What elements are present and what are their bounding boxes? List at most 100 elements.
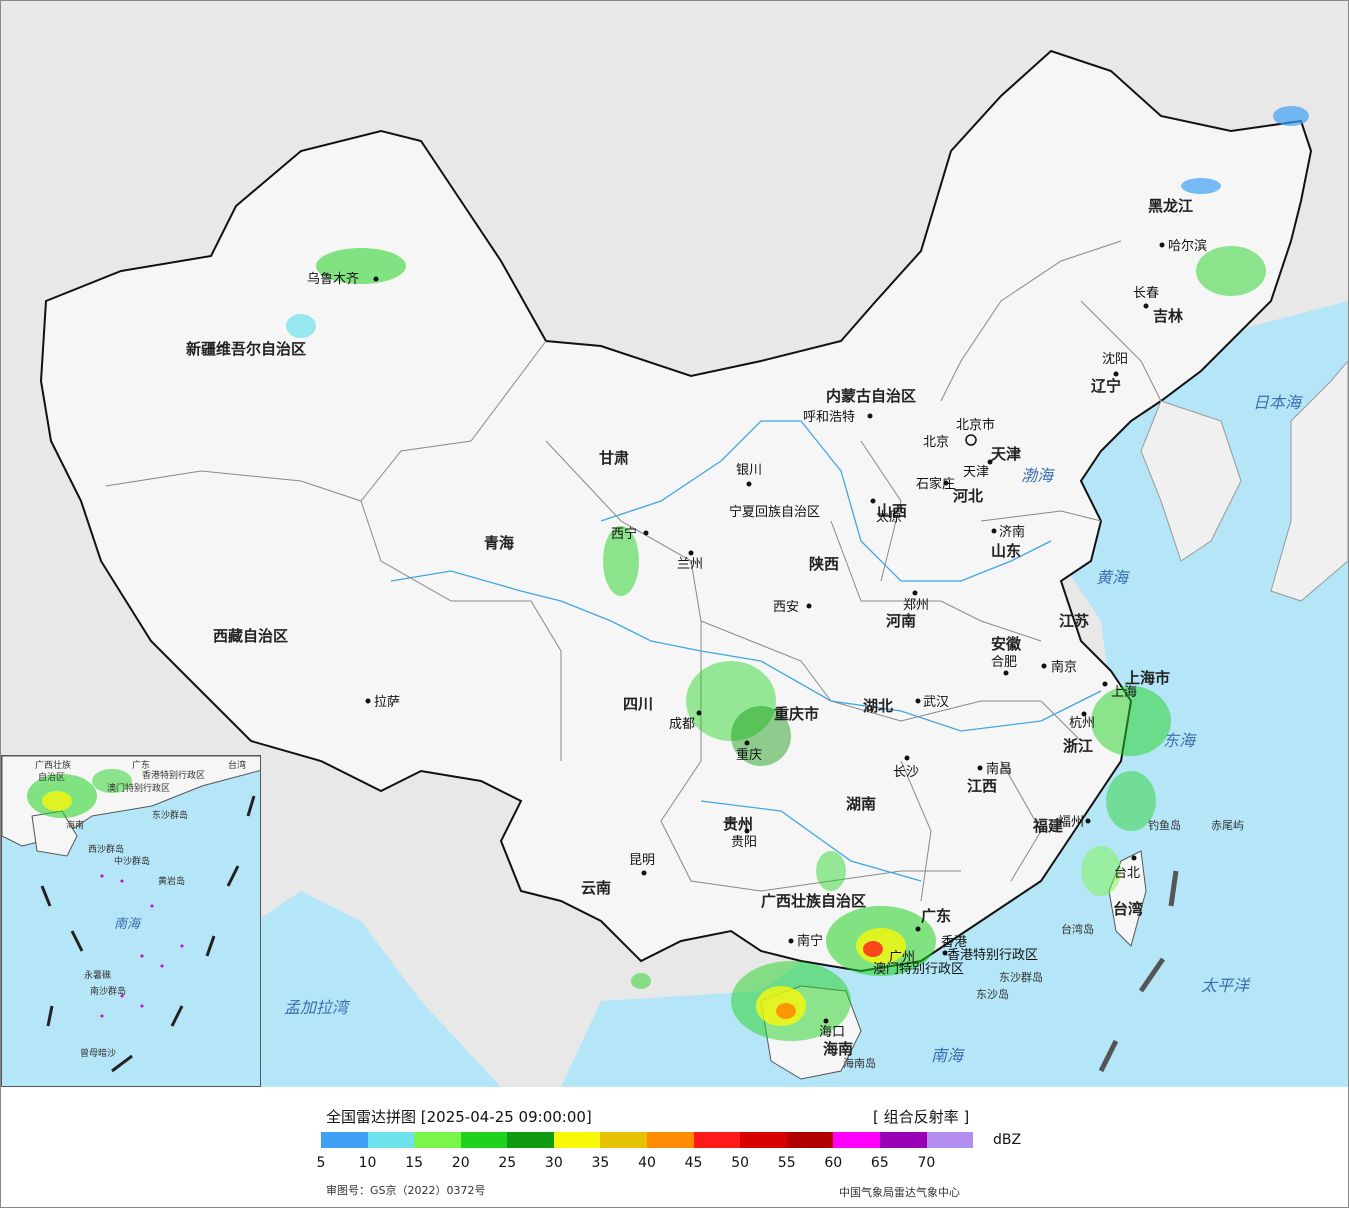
radar-map[interactable]: 新疆维吾尔自治区 西藏自治区 青海 甘肃 内蒙古自治区 黑龙江 吉林 辽宁 河北… (1, 1, 1348, 1087)
label-hongkong-sar: 香港特别行政区 (947, 948, 1038, 963)
label-jiangsu: 江苏 (1059, 612, 1089, 630)
label-xizang: 西藏自治区 (213, 627, 288, 645)
map-title: 全国雷达拼图 [2025-04-25 09:00:00] (326, 1108, 592, 1126)
scale-segment (740, 1132, 787, 1148)
city-zhengzhou: 郑州 (903, 598, 929, 613)
label-qinghai: 青海 (484, 534, 514, 552)
label-xinjiang: 新疆维吾尔自治区 (186, 340, 306, 358)
sea-labels: 日本海 渤海 黄海 东海 太平洋 南海 孟加拉湾 (284, 393, 1303, 1065)
inset-label-zizhiqu: 自治区 (38, 771, 65, 783)
city-lanzhou: 兰州 (677, 557, 703, 572)
island-chiwei: 赤尾屿 (1211, 819, 1244, 832)
city-urumqi: 乌鲁木齐 (307, 271, 359, 287)
inset-label-hongkong: 香港特别行政区 (142, 769, 205, 781)
approval-number: 审图号：GS京（2022）0372号 (326, 1184, 486, 1197)
scale-tick-label: 15 (405, 1155, 424, 1171)
scale-tick-label: 55 (777, 1155, 796, 1171)
china-map-svg: 新疆维吾尔自治区 西藏自治区 青海 甘肃 内蒙古自治区 黑龙江 吉林 辽宁 河北… (1, 1, 1348, 1087)
city-jinan: 济南 (999, 524, 1025, 540)
city-kunming: 昆明 (629, 853, 655, 868)
city-taiyuan: 太原 (876, 510, 902, 525)
label-hunan: 湖南 (846, 795, 876, 813)
label-guizhou: 贵州 (723, 815, 753, 833)
scale-tick-label: 5 (316, 1155, 326, 1171)
label-sichuan: 四川 (623, 695, 653, 713)
inset-label-guangxi: 广西壮族 (35, 759, 71, 771)
label-hubei: 湖北 (863, 697, 893, 715)
city-fuzhou: 福州 (1058, 815, 1084, 830)
city-hangzhou: 杭州 (1069, 716, 1095, 731)
label-anhui: 安徽 (991, 635, 1022, 653)
bay-of-bengal (231, 891, 501, 1087)
island-diaoyu: 钓鱼岛 (1148, 818, 1181, 832)
product-label: [ 组合反射率 ] (873, 1108, 970, 1126)
scale-segment (460, 1132, 508, 1148)
city-xian: 西安 (773, 600, 799, 615)
scale-segment (507, 1132, 554, 1148)
label-macao-sar: 澳门特别行政区 (873, 961, 964, 977)
korean-peninsula (1140, 400, 1242, 562)
scale-tick-label: 40 (638, 1155, 656, 1171)
label-heilongjiang: 黑龙江 (1148, 197, 1193, 215)
sea-nanhai: 南海 (931, 1046, 965, 1065)
island-dongsha-qundao: 东沙群岛 (999, 970, 1043, 984)
sea-pacific: 太平洋 (1201, 976, 1251, 995)
city-yinchuan: 银川 (736, 463, 762, 478)
label-chongqing: 重庆市 (774, 705, 819, 723)
scale-segment (833, 1132, 880, 1148)
scale-segment (879, 1132, 927, 1148)
city-nanning: 南宁 (797, 933, 823, 949)
city-tianjin: 天津 (963, 465, 989, 480)
label-shanghai: 上海市 (1125, 669, 1170, 687)
inset-label-dongsha: 东沙群岛 (152, 809, 188, 821)
province-borders (105, 240, 1162, 902)
label-shanxi: 山西 (877, 502, 907, 520)
city-haikou: 海口 (819, 1025, 845, 1040)
sea-japan: 日本海 (1253, 393, 1303, 412)
city-labels: 乌鲁木齐 拉萨 西宁 兰州 银川 呼和浩特 北京 天津 石家庄 太原 济南 郑州… (307, 238, 1207, 1040)
inset-label-zhongsha: 中沙群岛 (114, 855, 150, 867)
city-markers (365, 242, 1165, 1024)
radar-echoes (286, 106, 1309, 1041)
label-yunnan: 云南 (581, 879, 611, 897)
inset-label-zengmu: 曾母暗沙 (80, 1047, 116, 1059)
city-taipei: 台北 (1114, 866, 1140, 881)
label-fujian: 福建 (1032, 817, 1064, 835)
data-source: 中国气象局雷达气象中心 (839, 1186, 960, 1199)
label-gansu: 甘肃 (599, 449, 629, 467)
inset-label-yongshu: 永暑礁 (84, 969, 111, 981)
label-jiangxi: 江西 (967, 777, 997, 795)
scale-tick-label: 10 (358, 1155, 377, 1171)
city-guiyang: 贵阳 (731, 835, 757, 850)
city-lhasa: 拉萨 (374, 695, 400, 710)
inset-label-huangyan: 黄岩岛 (158, 875, 185, 887)
label-henan: 河南 (886, 612, 916, 630)
label-beijing-shi: 北京市 (956, 417, 995, 433)
inset-svg: 广西壮族 自治区 广东 澳门特别行政区 香港特别行政区 台湾 海南 东沙群岛 西… (2, 756, 260, 1073)
sea-bohai: 渤海 (1021, 466, 1055, 485)
city-chongqing: 重庆 (736, 747, 762, 763)
scale-segment (553, 1132, 601, 1148)
city-wuhan: 武汉 (923, 695, 949, 710)
sea-bengal: 孟加拉湾 (284, 998, 351, 1017)
scale-segment (786, 1132, 834, 1148)
scale-segment (693, 1132, 741, 1148)
city-guangzhou: 广州 (889, 950, 915, 965)
province-labels: 新疆维吾尔自治区 西藏自治区 青海 甘肃 内蒙古自治区 黑龙江 吉林 辽宁 河北… (186, 197, 1193, 1058)
city-shenyang: 沈阳 (1102, 352, 1128, 367)
scale-segment (647, 1132, 694, 1148)
label-guangxi: 广西壮族自治区 (761, 892, 866, 910)
label-liaoning: 辽宁 (1091, 377, 1121, 395)
scale-tick-label: 70 (917, 1155, 936, 1171)
city-shijiazhuang: 石家庄 (916, 476, 955, 492)
island-taiwan: 台湾岛 (1061, 922, 1094, 936)
inset-label-nanhai: 南海 (114, 917, 142, 932)
color-scale (321, 1132, 974, 1148)
scale-tick-label: 45 (684, 1155, 703, 1171)
scale-tick-label: 60 (824, 1155, 843, 1171)
city-chengdu: 成都 (669, 717, 695, 732)
label-zhejiang: 浙江 (1063, 737, 1093, 755)
city-nanchang: 南昌 (986, 761, 1012, 777)
boundary-dashes (1098, 870, 1179, 1073)
